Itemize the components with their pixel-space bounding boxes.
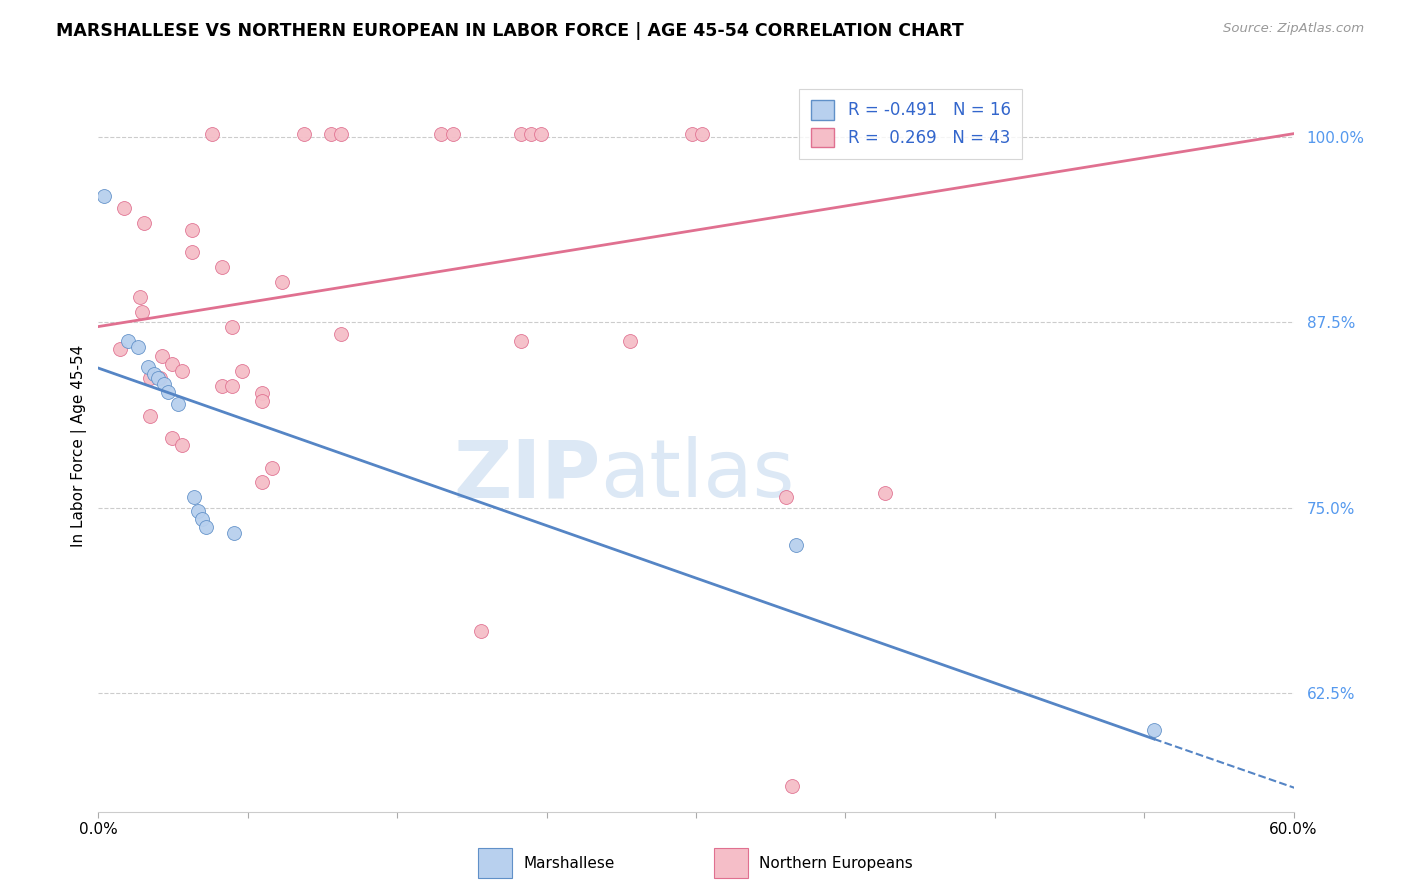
Point bbox=[153, 377, 176, 392]
Point bbox=[775, 490, 797, 504]
Point bbox=[150, 349, 173, 363]
Point bbox=[221, 379, 243, 393]
Text: Marshallese: Marshallese bbox=[523, 855, 614, 871]
Point bbox=[117, 334, 139, 349]
Point bbox=[172, 438, 194, 452]
Point bbox=[292, 127, 315, 141]
Point bbox=[201, 127, 224, 141]
Point bbox=[93, 189, 115, 203]
Point bbox=[441, 127, 464, 141]
Point bbox=[110, 342, 132, 356]
Y-axis label: In Labor Force | Age 45-54: In Labor Force | Age 45-54 bbox=[72, 345, 87, 547]
Point bbox=[129, 290, 152, 304]
Point bbox=[780, 780, 803, 794]
Point bbox=[529, 127, 551, 141]
Point bbox=[191, 512, 214, 526]
Point bbox=[139, 371, 162, 385]
Point bbox=[430, 127, 453, 141]
Point bbox=[250, 393, 273, 408]
Point bbox=[270, 275, 292, 289]
Text: atlas: atlas bbox=[600, 436, 794, 515]
Point bbox=[690, 127, 713, 141]
Point bbox=[160, 357, 183, 371]
Point bbox=[221, 319, 243, 334]
Point bbox=[183, 490, 205, 504]
Point bbox=[172, 364, 194, 378]
Point bbox=[139, 409, 162, 423]
Point bbox=[222, 525, 245, 540]
Point bbox=[470, 624, 492, 638]
Point bbox=[330, 326, 353, 341]
Point bbox=[136, 359, 159, 374]
Point bbox=[1143, 723, 1166, 738]
Point bbox=[519, 127, 541, 141]
Text: ZIP: ZIP bbox=[453, 436, 600, 515]
Point bbox=[321, 127, 343, 141]
Point bbox=[112, 201, 135, 215]
Point bbox=[148, 874, 170, 888]
Point bbox=[127, 340, 149, 354]
Legend: R = -0.491   N = 16, R =  0.269   N = 43: R = -0.491 N = 16, R = 0.269 N = 43 bbox=[799, 88, 1022, 159]
FancyBboxPatch shape bbox=[478, 848, 512, 878]
Point bbox=[211, 379, 233, 393]
Point bbox=[250, 475, 273, 490]
Point bbox=[250, 386, 273, 401]
Point bbox=[211, 260, 233, 275]
Point bbox=[187, 503, 209, 517]
Point bbox=[149, 371, 172, 385]
Text: Northern Europeans: Northern Europeans bbox=[759, 855, 912, 871]
Point bbox=[148, 371, 170, 385]
Point bbox=[131, 304, 153, 318]
Point bbox=[167, 397, 190, 411]
Point bbox=[143, 367, 166, 381]
Point bbox=[785, 538, 807, 552]
Point bbox=[181, 223, 204, 237]
Text: MARSHALLESE VS NORTHERN EUROPEAN IN LABOR FORCE | AGE 45-54 CORRELATION CHART: MARSHALLESE VS NORTHERN EUROPEAN IN LABO… bbox=[56, 22, 965, 40]
Point bbox=[194, 520, 218, 534]
Point bbox=[619, 334, 641, 349]
Text: Source: ZipAtlas.com: Source: ZipAtlas.com bbox=[1223, 22, 1364, 36]
Point bbox=[875, 485, 897, 500]
Point bbox=[160, 431, 183, 445]
Point bbox=[260, 460, 283, 475]
Point bbox=[231, 364, 253, 378]
Point bbox=[134, 216, 156, 230]
Point bbox=[509, 127, 531, 141]
Point bbox=[681, 127, 703, 141]
Point bbox=[509, 334, 531, 349]
Point bbox=[330, 127, 353, 141]
Point bbox=[157, 384, 180, 399]
Point bbox=[181, 245, 204, 260]
FancyBboxPatch shape bbox=[714, 848, 748, 878]
